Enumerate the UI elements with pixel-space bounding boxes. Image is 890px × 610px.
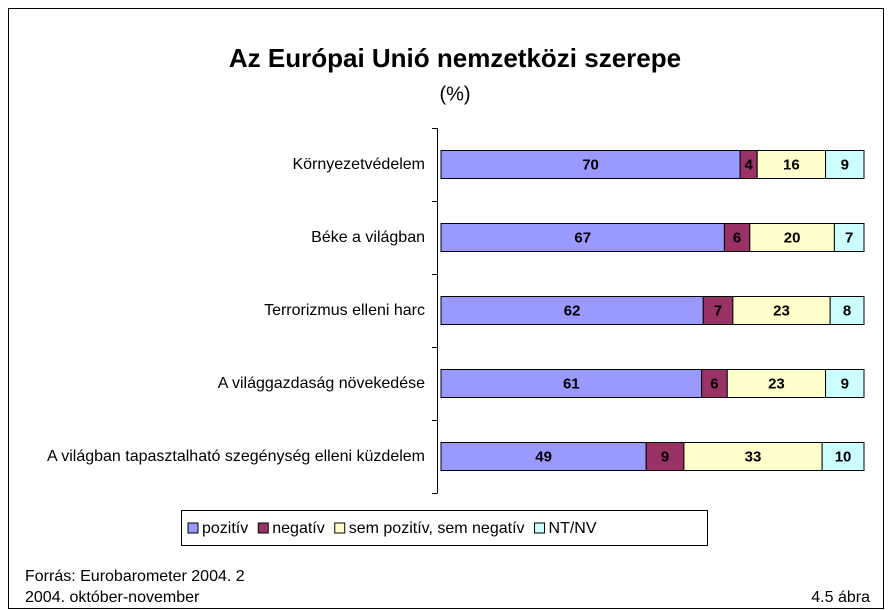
bar-segment [749, 223, 835, 252]
chart-subtitle: (%) [439, 83, 470, 105]
data-label: 67 [574, 229, 591, 246]
bar-segment [723, 223, 751, 252]
bar-segment [821, 442, 865, 471]
category-label: Terrorizmus elleni harc [264, 301, 425, 319]
data-label: 23 [773, 302, 790, 319]
bar-segment [683, 442, 823, 471]
bar-segment [833, 223, 865, 252]
legend-box [181, 510, 708, 546]
chart-title: Az Európai Unió nemzetközi szerepe [229, 43, 681, 73]
source-line: 2004. október-november [25, 589, 200, 606]
bar-segment [732, 296, 831, 325]
data-label: 9 [661, 448, 669, 465]
data-label: 7 [845, 229, 853, 246]
bar-segment [440, 296, 704, 325]
legend-label: pozitív [202, 520, 248, 537]
data-label: 9 [841, 156, 849, 173]
category-label: Környezetvédelem [292, 155, 425, 173]
bar-segment [701, 369, 728, 398]
data-label: 33 [745, 448, 762, 465]
data-label: 6 [710, 375, 718, 392]
bar-segment [825, 369, 865, 398]
data-label: 23 [768, 375, 785, 392]
data-label: 16 [783, 156, 800, 173]
legend-swatch [187, 522, 199, 534]
bar-segment [756, 150, 827, 179]
data-label: 62 [564, 302, 581, 319]
category-label: Béke a világban [311, 228, 425, 246]
data-label: 9 [841, 375, 849, 392]
bar-segment [440, 150, 741, 179]
source-line: Forrás: Eurobarometer 2004. 2 [25, 568, 245, 585]
data-label: 7 [714, 302, 722, 319]
data-label: 10 [835, 448, 852, 465]
data-label: 8 [843, 302, 851, 319]
figure-label: 4.5 ábra [811, 589, 870, 606]
legend-swatch [257, 522, 269, 534]
data-label: 4 [744, 156, 753, 173]
bar-segment [829, 296, 865, 325]
legend-label: NT/NV [549, 520, 597, 537]
category-label: A világban tapasztalható szegénység elle… [46, 447, 425, 465]
bar-segment [440, 369, 703, 398]
data-label: 20 [784, 229, 801, 246]
bar-segment [645, 442, 685, 471]
bar-segment [440, 442, 647, 471]
legend-swatch [334, 522, 346, 534]
data-label: 70 [582, 156, 599, 173]
bar-segment [726, 369, 827, 398]
data-label: 49 [535, 448, 552, 465]
bar-segment [825, 150, 865, 179]
bar-segment [440, 223, 725, 252]
data-label: 61 [563, 375, 580, 392]
data-label: 6 [733, 229, 741, 246]
legend-swatch [534, 522, 546, 534]
legend-label: negatív [272, 520, 324, 537]
legend-label: sem pozitív, sem negatív [349, 520, 525, 537]
category-label: A világgazdaság növekedése [217, 374, 425, 392]
